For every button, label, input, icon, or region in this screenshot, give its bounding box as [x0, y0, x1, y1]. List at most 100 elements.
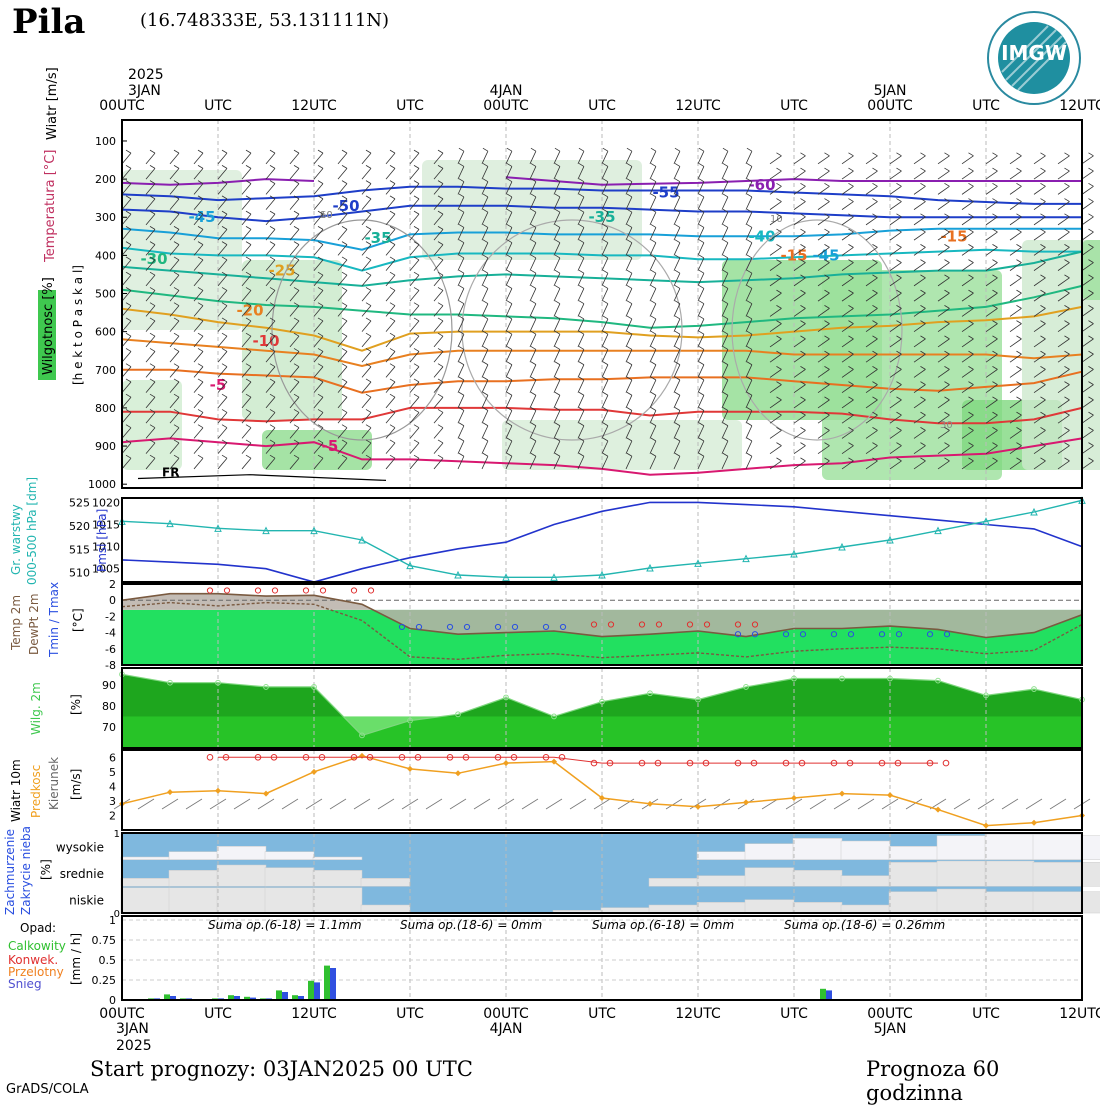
wind-barb-feather — [674, 269, 681, 274]
wind-barb-feather — [746, 193, 753, 198]
wind-barb — [481, 227, 489, 241]
wind-barb-feather — [149, 348, 156, 352]
wind-barb-feather — [872, 259, 878, 263]
wind-barb-feather — [722, 178, 729, 183]
wind-barb-feather — [602, 422, 609, 427]
wind-barb-feather — [554, 239, 561, 244]
wind-barb-feather — [578, 285, 585, 289]
wind-barb — [121, 351, 132, 363]
wind-barb — [553, 257, 561, 271]
wind-barb — [553, 379, 561, 393]
wind-barb-feather — [626, 452, 633, 457]
wind-barb-feather — [197, 149, 204, 154]
wind-barb — [337, 381, 348, 393]
wind-barb — [961, 338, 974, 348]
wind-barb — [145, 442, 156, 454]
wind-barb-feather — [1088, 411, 1094, 416]
wind-barb — [697, 440, 705, 454]
wind-barb — [1033, 384, 1046, 393]
wind-barb — [553, 181, 561, 195]
wind-barb-feather — [221, 165, 228, 169]
wind-barb — [913, 170, 926, 180]
isoline-label: -40 — [748, 227, 775, 245]
wind-barb-feather — [698, 391, 705, 396]
wind-barb-feather — [650, 407, 657, 411]
wind-barb — [625, 456, 633, 470]
wind-barb — [577, 395, 585, 409]
wind-barb — [769, 353, 782, 363]
wind-barb-feather — [776, 350, 782, 355]
wind-barb-feather — [872, 244, 878, 248]
wind-barb — [481, 196, 489, 210]
tmin-marker — [559, 623, 567, 631]
temp-tick-label: -2 — [105, 610, 116, 623]
wind-barb-feather — [458, 422, 465, 427]
wind-barb-feather — [920, 198, 926, 202]
wind-barb — [1009, 384, 1022, 393]
wind-barb — [433, 320, 444, 332]
wind-barb-feather — [722, 376, 729, 381]
wind-barb — [505, 440, 513, 454]
wind-barb-feather — [149, 180, 156, 184]
wind-barb — [937, 430, 950, 439]
wind-barb — [385, 198, 396, 210]
wind-barb-feather — [722, 147, 729, 152]
wind-barb — [793, 231, 806, 241]
wind-barb-feather — [341, 287, 348, 291]
wind-barb — [793, 384, 806, 393]
wind-barb — [865, 170, 878, 180]
cloud-bar — [120, 878, 171, 887]
wind-barb-feather — [968, 213, 974, 218]
wind-barb-feather — [698, 422, 705, 427]
wind-barb — [361, 168, 372, 180]
wind-barb-feather — [992, 274, 998, 279]
wind-barb-feather — [554, 285, 561, 289]
wind-barb-feather — [389, 424, 396, 429]
wind-barb-feather — [602, 208, 609, 213]
wind-barb — [769, 430, 782, 439]
cloud-bar — [840, 904, 891, 914]
wind-barb — [217, 305, 228, 317]
wind-barb — [985, 170, 998, 180]
wind-barb — [865, 155, 878, 165]
wind-barb-feather — [149, 210, 156, 215]
wind-barb-feather — [1040, 427, 1046, 431]
wind-barb-feather — [1064, 152, 1070, 157]
wind-speed-marker — [647, 800, 653, 807]
wind-barb-feather — [482, 391, 489, 396]
wind-barb-feather — [1016, 244, 1022, 248]
wind-barb-feather — [221, 287, 228, 291]
wind-barb — [529, 257, 537, 271]
dewpoint-2m-line — [121, 601, 1083, 661]
wind-barb-feather — [1064, 457, 1070, 462]
wind-barb-feather — [437, 363, 444, 368]
tmax-marker — [302, 587, 310, 594]
wind-barb-feather — [698, 224, 705, 228]
wind-barb-feather — [173, 165, 180, 169]
wind-barb — [793, 155, 806, 165]
wind-barb — [361, 244, 372, 256]
wind-barb-feather — [149, 287, 156, 291]
wind-barb — [1081, 262, 1094, 271]
wind-barb-feather — [245, 149, 252, 154]
wind-barb — [649, 242, 657, 256]
wind-barb-feather — [341, 409, 348, 413]
wind-barb-feather — [944, 244, 950, 248]
precip-total-bar — [164, 994, 170, 1000]
humidity-marker — [935, 677, 941, 684]
bottom-axis-year-label: 2025 — [116, 1038, 152, 1054]
wind-barb — [145, 412, 156, 424]
wind-barb-feather — [896, 289, 902, 294]
wind-barb — [481, 181, 489, 195]
gr-marker — [934, 526, 942, 535]
wind-barb-feather — [896, 396, 902, 401]
wind-barb-feather — [1064, 244, 1070, 248]
wind-barb-feather — [221, 348, 228, 352]
wind-barb-feather — [245, 439, 252, 444]
tmin-marker — [494, 623, 502, 631]
wind-barb-feather — [674, 254, 681, 259]
wind-barb — [1033, 399, 1046, 409]
wind-barb — [625, 227, 633, 241]
wind-barb — [289, 244, 300, 256]
wind-barb-feather — [992, 259, 998, 263]
